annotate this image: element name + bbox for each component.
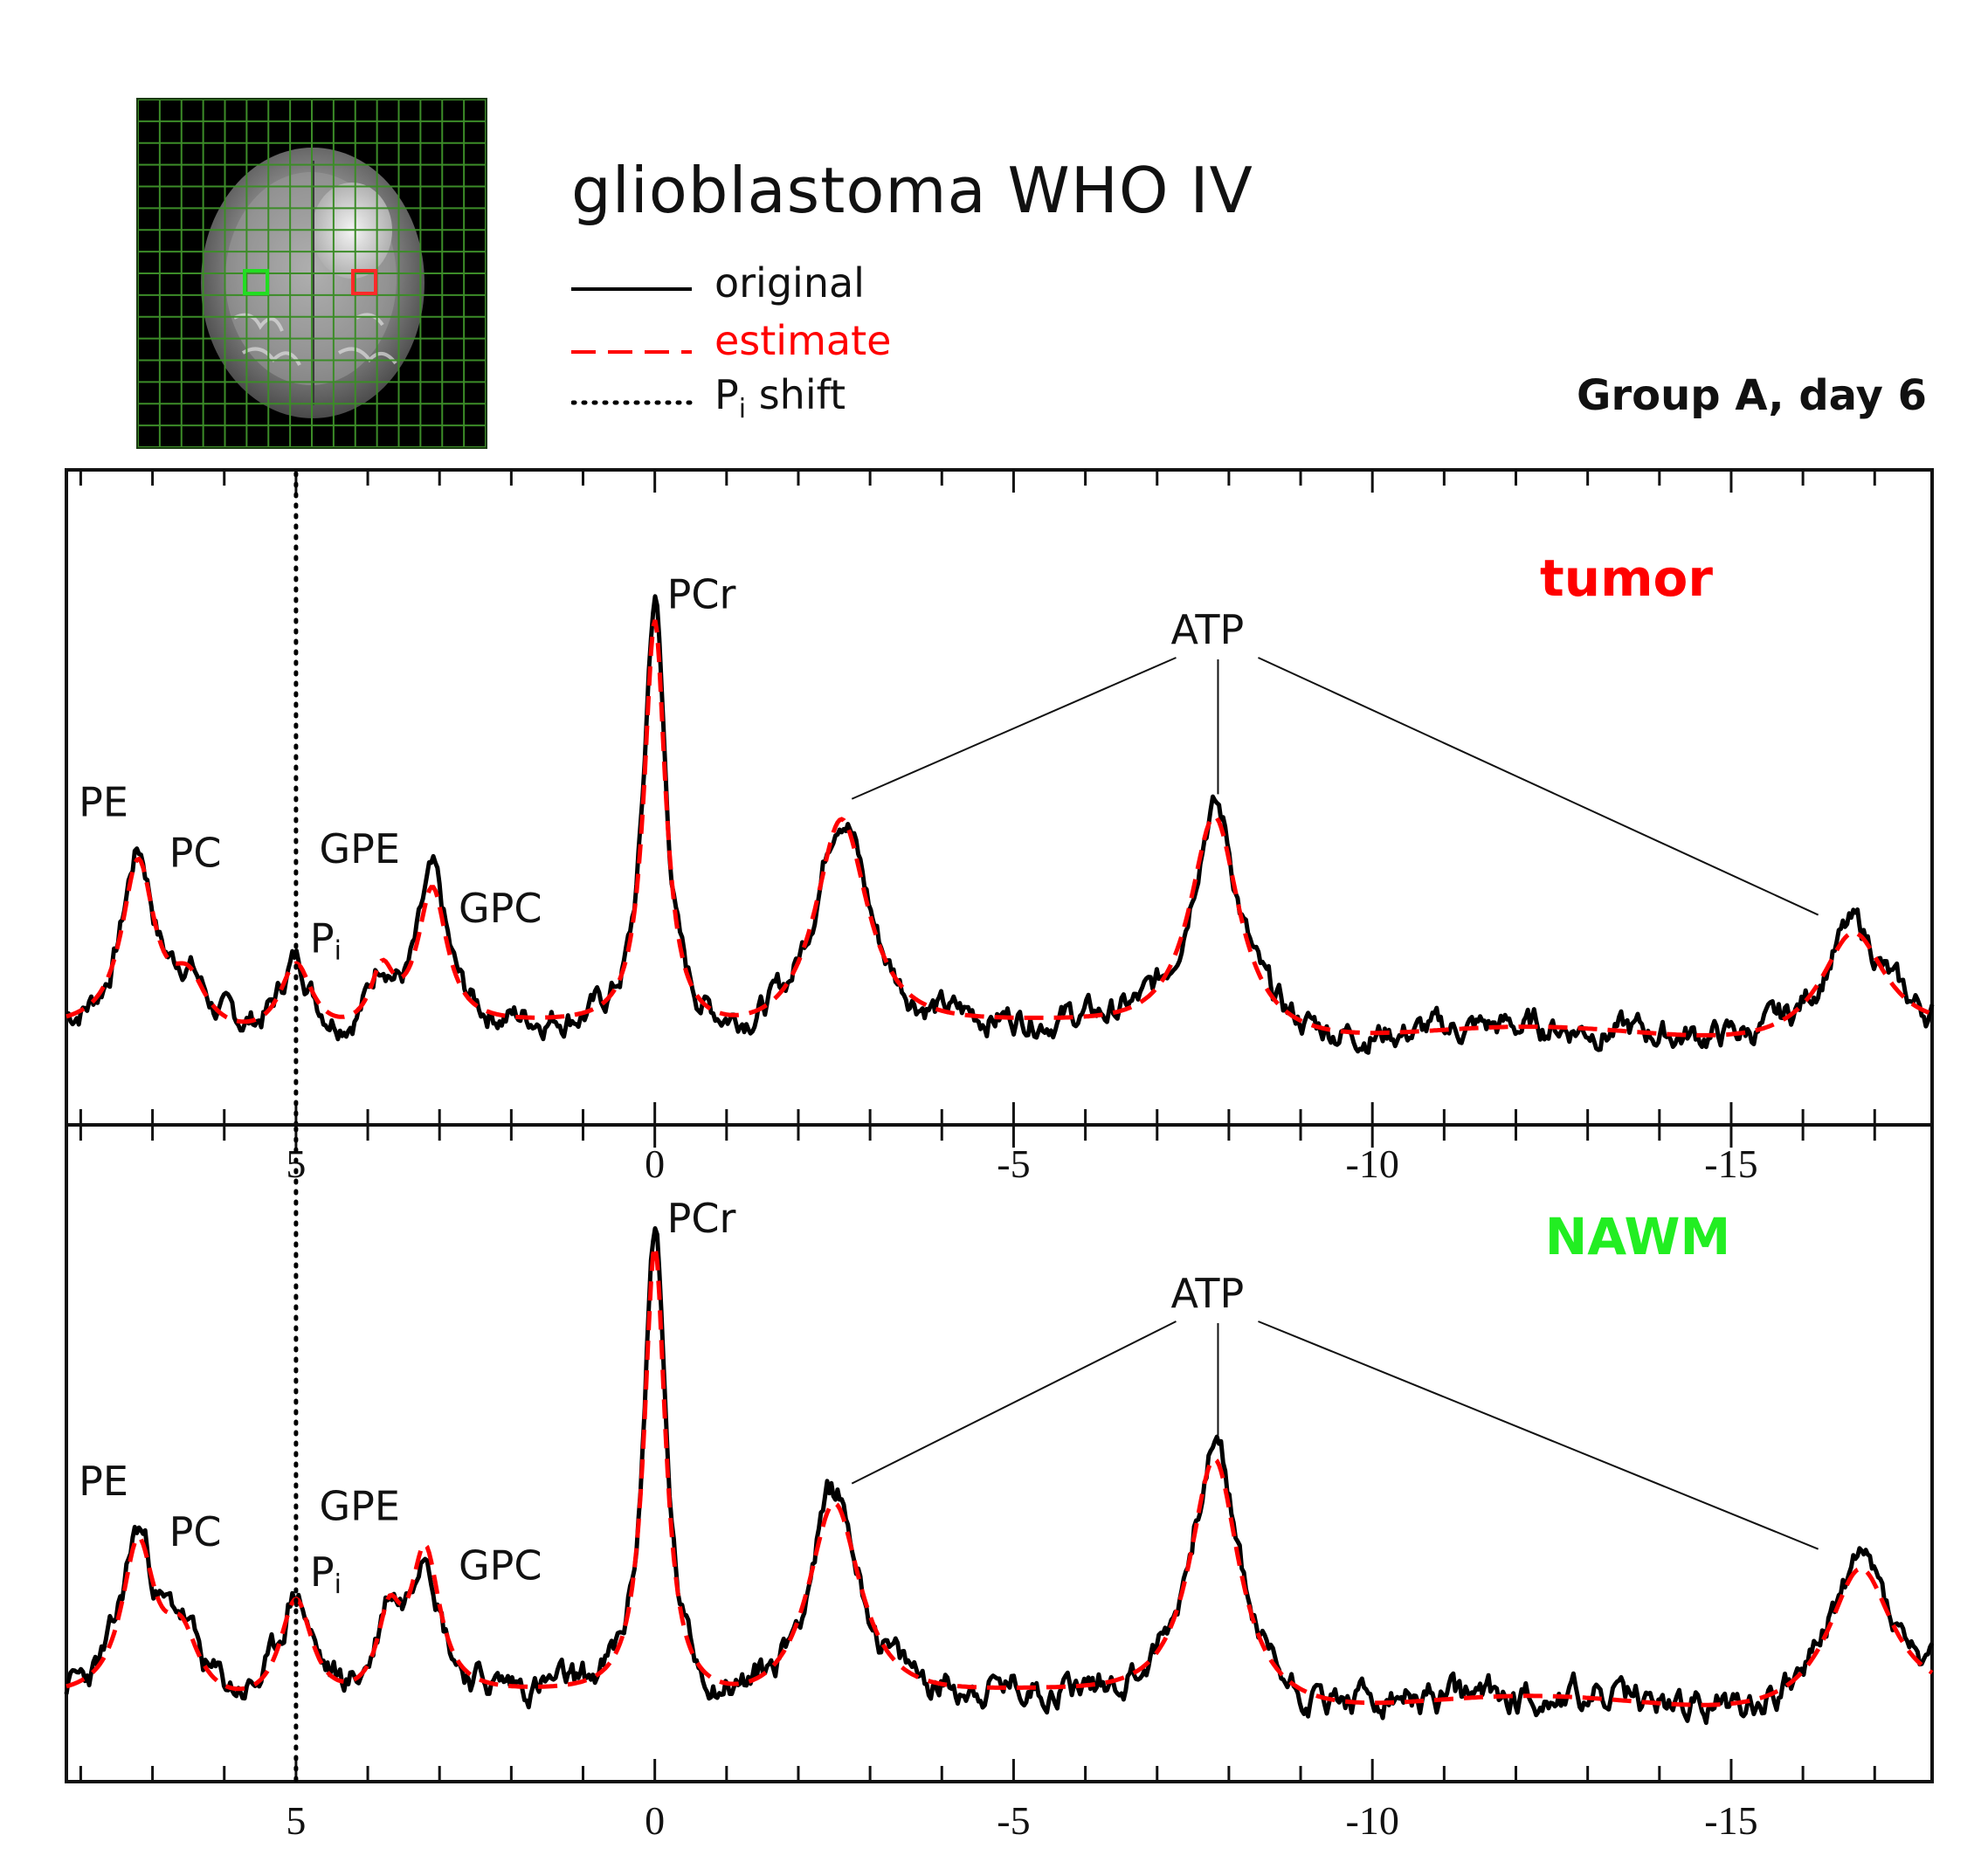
mri-inset-image xyxy=(136,98,487,449)
legend-original: original xyxy=(571,257,865,309)
chart-subtitle: Group A, day 6 xyxy=(1577,371,1927,420)
peak-label-pe: PE xyxy=(79,1458,128,1505)
chart-title: glioblastoma WHO IV xyxy=(571,154,1253,227)
pi-subscript: i xyxy=(738,394,747,425)
peak-label-atp: ATP xyxy=(1170,1270,1244,1317)
mri-brain-slice xyxy=(137,99,487,448)
legend-estimate-label: estimate xyxy=(714,317,892,364)
tick-label: -5 xyxy=(997,1798,1030,1843)
tick-label: 5 xyxy=(286,1798,306,1843)
peak-label-pi: Pi xyxy=(310,914,342,966)
region-label-tumor: tumor xyxy=(1540,548,1713,608)
peak-label-pc: PC xyxy=(169,829,222,876)
peak-label-gpe: GPE xyxy=(319,1482,399,1529)
peak-label-pcr: PCr xyxy=(667,570,736,617)
series-original-line xyxy=(64,1226,1935,1726)
peak-label-pc: PC xyxy=(169,1508,222,1555)
nawm-voxel-marker xyxy=(243,269,269,295)
atp-connector-beta xyxy=(1258,1321,1819,1550)
legend-pi-shift-label: Pi shift xyxy=(714,371,846,424)
tick-label: -15 xyxy=(1704,1798,1757,1843)
tick-label: -10 xyxy=(1346,1798,1399,1843)
plot-frame xyxy=(65,1123,1934,1783)
pi-shift-rest: shift xyxy=(746,371,846,419)
legend-estimate-swatch xyxy=(571,350,692,354)
tick-label: -10 xyxy=(1346,1141,1399,1186)
series-estimate-line xyxy=(66,619,1933,1038)
tick-label: 0 xyxy=(645,1798,665,1843)
pi-symbol: P xyxy=(714,371,739,419)
tick-label: 0 xyxy=(645,1141,665,1186)
peak-label-pi: Pi xyxy=(310,1548,342,1600)
peak-label-atp: ATP xyxy=(1170,606,1244,653)
legend-pi-shift: Pi shift xyxy=(571,371,846,425)
atp-connector-beta xyxy=(1258,657,1819,916)
legend-pi-shift-swatch xyxy=(571,400,693,405)
panel-nawm: 5 0 -5 -10 -15 NAWM PE PC Pi GPE GPC PCr ATP xyxy=(64,1123,1935,1843)
tick-label: -5 xyxy=(997,1141,1030,1186)
region-label-nawm: NAWM xyxy=(1545,1207,1731,1266)
tick-label: -15 xyxy=(1704,1141,1757,1186)
legend-original-swatch xyxy=(571,287,692,291)
peak-label-gpe: GPE xyxy=(319,825,399,872)
peak-label-pcr: PCr xyxy=(667,1195,736,1242)
atp-connector-gamma xyxy=(851,1321,1177,1485)
legend-original-label: original xyxy=(714,259,865,307)
legend-estimate: estimate xyxy=(571,314,891,367)
series-estimate-line xyxy=(66,1245,1934,1707)
peak-label-gpc: GPC xyxy=(459,1541,542,1589)
atp-connector-gamma xyxy=(851,657,1177,800)
peak-label-gpc: GPC xyxy=(459,885,542,932)
peak-label-pe: PE xyxy=(79,778,128,825)
tumor-voxel-marker xyxy=(351,269,377,295)
